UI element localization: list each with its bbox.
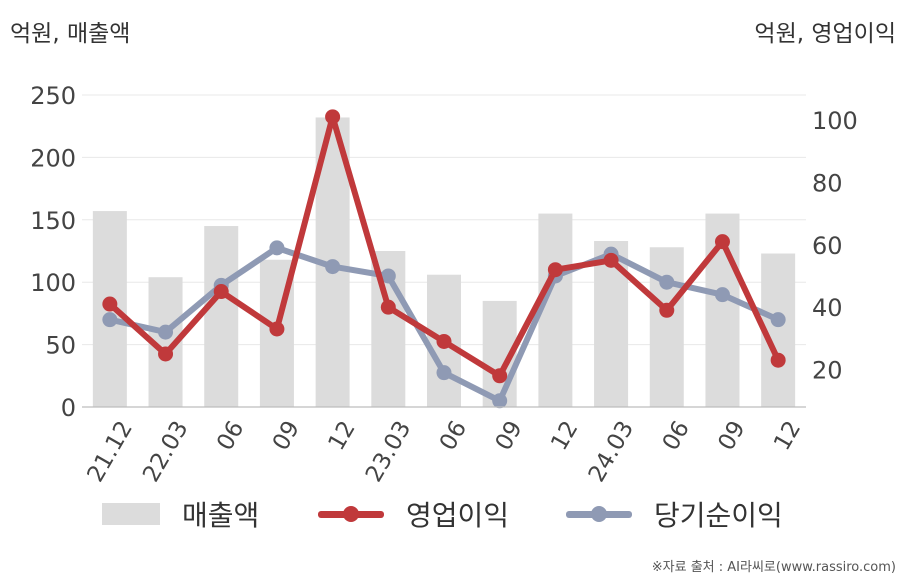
- point-net-income: [102, 312, 118, 328]
- legend-label-net-income: 당기순이익: [654, 499, 783, 532]
- point-operating-profit: [380, 299, 396, 315]
- point-net-income: [380, 268, 396, 284]
- bar-revenue: [649, 247, 684, 407]
- point-operating-profit: [714, 234, 730, 250]
- left-tick-label: 200: [30, 144, 76, 172]
- legend-item-revenue: 매출액: [102, 494, 259, 534]
- left-tick-label: 100: [30, 269, 76, 297]
- point-net-income: [269, 240, 285, 256]
- point-operating-profit: [325, 109, 341, 125]
- x-tick-label: 23.03: [361, 417, 416, 487]
- x-tick-label: 06: [212, 417, 249, 455]
- point-net-income: [436, 365, 452, 381]
- point-net-income: [158, 324, 174, 340]
- right-tick-label: 40: [812, 294, 843, 322]
- left-tick-label: 50: [45, 332, 76, 360]
- legend-swatch-operating-profit: [318, 499, 384, 529]
- right-tick-label: 20: [812, 357, 843, 385]
- x-tick-label: 24.03: [584, 417, 639, 487]
- x-tick-label: 06: [658, 417, 695, 455]
- x-tick-label: 12: [546, 417, 583, 455]
- point-net-income: [325, 259, 341, 275]
- point-operating-profit: [547, 262, 563, 278]
- legend-item-operating-profit: 영업이익: [318, 494, 509, 534]
- legend-swatch-revenue: [102, 503, 160, 525]
- right-tick-label: 80: [812, 169, 843, 197]
- point-operating-profit: [603, 252, 619, 268]
- x-tick-label: 22.03: [138, 417, 193, 487]
- legend-swatch-net-income: [566, 499, 632, 529]
- point-operating-profit: [492, 368, 508, 384]
- point-operating-profit: [213, 284, 229, 300]
- x-tick-label: 06: [435, 417, 472, 455]
- x-tick-label: 09: [491, 417, 528, 455]
- x-tick-label: 12: [769, 417, 806, 455]
- point-net-income: [659, 274, 675, 290]
- point-operating-profit: [269, 321, 285, 337]
- point-net-income: [492, 393, 508, 409]
- point-operating-profit: [659, 302, 675, 318]
- grid-lines: [82, 94, 806, 346]
- legend-item-net-income: 당기순이익: [566, 494, 783, 534]
- revenue-bars: [92, 117, 796, 408]
- right-axis-unit: 억원, 영업이익: [754, 21, 896, 47]
- chart-legend: 매출액 영업이익 당기순이익: [0, 494, 908, 534]
- x-tick-label: 09: [713, 417, 750, 455]
- legend-label-revenue: 매출액: [182, 499, 260, 532]
- point-operating-profit: [102, 296, 118, 312]
- point-net-income: [770, 312, 786, 328]
- x-tick-label: 12: [324, 417, 361, 455]
- left-tick-label: 150: [30, 207, 76, 235]
- combo-chart: 0 50 100 150 200 250 20 40 60 80 100 21.12 22.03 06 09…: [30, 82, 858, 487]
- left-axis-unit: 억원, 매출액: [10, 21, 131, 47]
- bar-revenue: [204, 226, 239, 407]
- right-tick-label: 100: [812, 107, 858, 135]
- bar-revenue: [538, 213, 573, 407]
- legend-label-operating-profit: 영업이익: [406, 499, 510, 532]
- point-operating-profit: [158, 346, 174, 362]
- left-tick-label: 250: [30, 82, 76, 110]
- right-tick-label: 60: [812, 232, 843, 260]
- point-net-income: [714, 287, 730, 303]
- source-note: ※자료 출처 : AI라씨로(www.rassiro.com): [651, 560, 896, 575]
- point-operating-profit: [770, 352, 786, 368]
- point-operating-profit: [436, 333, 452, 349]
- x-tick-label: 09: [268, 417, 305, 455]
- left-tick-label: 0: [61, 394, 76, 422]
- profit-lines: [102, 109, 786, 409]
- x-tick-label: 21.12: [83, 417, 138, 487]
